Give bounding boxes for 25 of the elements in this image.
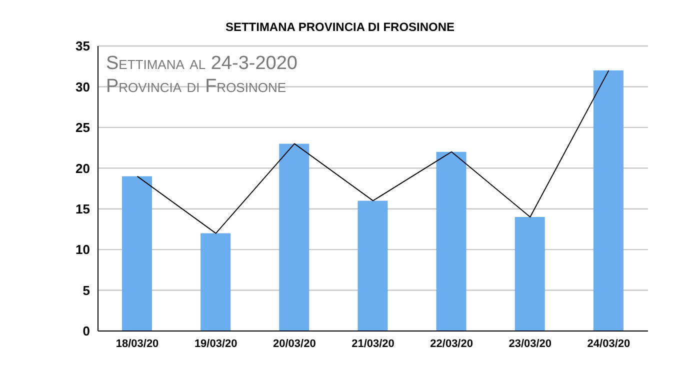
- y-tick-label: 20: [76, 160, 90, 176]
- chart-title: SETTIMANA PROVINCIA DI FROSINONE: [224, 20, 456, 34]
- x-tick-label: 22/03/20: [430, 338, 473, 350]
- x-tick-label: 19/03/20: [194, 338, 238, 350]
- y-tick-label: 25: [76, 120, 90, 136]
- y-tick-label: 0: [82, 324, 90, 339]
- y-tick-label: 5: [82, 282, 90, 298]
- bar: [514, 217, 545, 331]
- y-tick-label: 15: [76, 201, 90, 216]
- bar: [593, 70, 624, 331]
- bar: [200, 233, 231, 331]
- x-tick-label: 23/03/20: [508, 338, 552, 350]
- bar: [279, 144, 310, 331]
- bar: [122, 176, 152, 331]
- y-tick-label: 35: [76, 38, 90, 54]
- x-tick-label: 21/03/20: [352, 338, 394, 350]
- bar: [436, 152, 466, 331]
- x-tick-label: 18/03/20: [116, 338, 159, 350]
- x-tick-label: 24/03/20: [587, 338, 630, 350]
- x-tick-label: 20/03/20: [273, 338, 316, 350]
- annotation: Provincia di Frosinone: [106, 75, 288, 98]
- bar: [358, 200, 388, 331]
- annotation: Settimana al 24-3-2020: [106, 52, 298, 75]
- y-tick-label: 10: [76, 242, 90, 258]
- y-tick-label: 30: [76, 79, 90, 94]
